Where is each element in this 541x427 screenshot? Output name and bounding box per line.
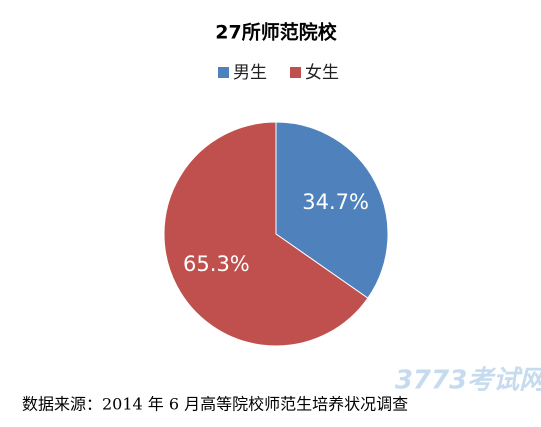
chart-title: 27所师范院校 (215, 21, 337, 44)
legend-label: 女生 (305, 63, 339, 83)
legend-swatch (290, 67, 301, 78)
source-note: 数据来源：2014 年 6 月高等院校师范生培养状况调查 (22, 395, 408, 414)
data-label: 34.7% (302, 190, 369, 214)
legend-swatch (218, 67, 229, 78)
data-label: 65.3% (183, 252, 250, 276)
legend-label: 男生 (233, 63, 267, 83)
pie-slice (275, 121, 389, 299)
watermark: 3773考试网 (395, 366, 541, 396)
pie-slice (163, 121, 369, 347)
